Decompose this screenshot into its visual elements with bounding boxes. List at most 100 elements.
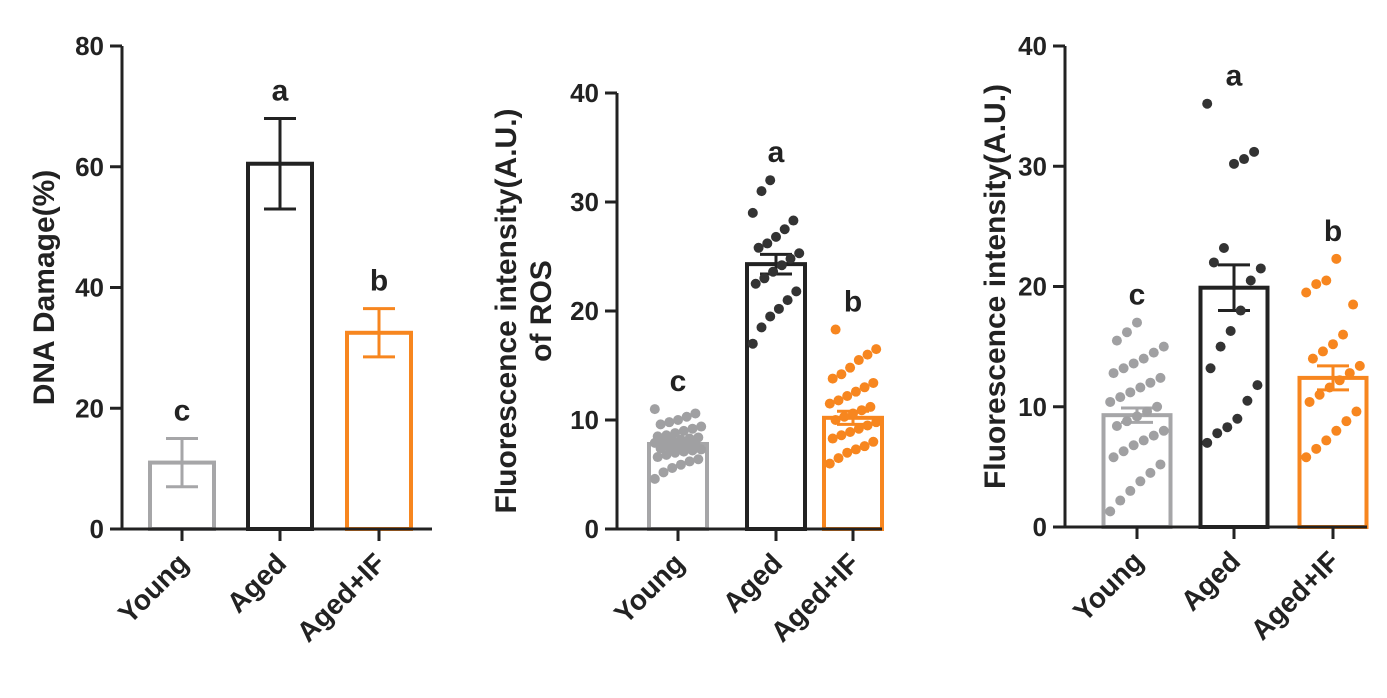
data-point [833, 453, 844, 464]
data-point [655, 419, 666, 430]
data-point [839, 411, 850, 422]
significance-letter: c [174, 394, 191, 427]
significance-letter: b [1324, 215, 1342, 248]
significance-letter: a [768, 136, 785, 169]
data-point [1239, 154, 1250, 165]
y-tick-label: 40 [1018, 31, 1047, 61]
data-point [649, 473, 660, 484]
data-point [678, 425, 689, 436]
data-point [824, 458, 835, 469]
data-point [794, 248, 805, 259]
data-point [1158, 425, 1169, 436]
data-point [670, 428, 681, 439]
data-point [1232, 413, 1243, 424]
data-point [868, 377, 879, 388]
data-point [687, 423, 698, 434]
data-point [1328, 339, 1338, 350]
data-point [1229, 158, 1239, 169]
data-point [771, 231, 781, 242]
significance-letter: a [1226, 60, 1243, 93]
data-point [1118, 446, 1129, 457]
data-point [690, 408, 701, 419]
data-point [1155, 459, 1166, 470]
data-point [1301, 452, 1312, 463]
data-point [1344, 368, 1355, 379]
data-point [1158, 341, 1169, 352]
data-point [759, 273, 770, 284]
y-tick-label: 10 [1018, 392, 1047, 422]
data-point [1311, 279, 1322, 290]
y-tick-label: 0 [90, 514, 104, 544]
data-point [1311, 443, 1322, 454]
y-tick-label: 40 [75, 273, 104, 303]
data-point [1202, 437, 1213, 448]
bar [745, 262, 807, 531]
x-tick-label: Aged [717, 547, 788, 618]
data-point [1218, 243, 1229, 254]
significance-letter: a [272, 74, 289, 107]
data-point [684, 433, 695, 444]
data-point [756, 186, 767, 197]
data-point [830, 324, 841, 335]
data-point [1128, 358, 1139, 369]
data-point [661, 449, 672, 460]
data-point [652, 452, 663, 463]
data-point [1118, 363, 1129, 374]
data-point [1132, 411, 1142, 422]
data-point [853, 423, 864, 434]
data-point [762, 238, 773, 249]
data-point [871, 417, 882, 428]
data-point [675, 459, 686, 470]
x-tick-label: Aged+IF [1245, 545, 1346, 646]
data-point [1121, 327, 1132, 338]
data-point [1111, 335, 1122, 346]
data-point [1202, 98, 1213, 109]
data-point [1301, 287, 1312, 298]
data-point [681, 411, 692, 422]
data-point [747, 338, 758, 349]
data-point [768, 266, 779, 277]
x-tick-label: Young [608, 547, 690, 629]
data-point [1351, 406, 1362, 417]
data-point [1222, 422, 1233, 433]
data-point [1152, 401, 1163, 412]
data-point [1138, 435, 1149, 446]
data-point [776, 260, 787, 271]
data-point [1125, 485, 1136, 496]
y-tick-label: 80 [75, 31, 104, 61]
significance-letter: c [1129, 279, 1146, 312]
data-point [1108, 452, 1119, 463]
data-point [1205, 363, 1216, 374]
data-point [827, 433, 838, 444]
y-tick-label: 0 [585, 514, 599, 544]
data-point [782, 295, 793, 306]
data-point [1225, 325, 1236, 336]
data-point [1132, 317, 1142, 328]
data-point [1341, 416, 1352, 427]
data-point [1255, 263, 1266, 274]
data-point [833, 395, 844, 406]
y-tick-label: 30 [570, 187, 599, 217]
data-point [1115, 392, 1126, 403]
data-point [836, 369, 847, 380]
data-point [1111, 420, 1122, 431]
x-tick-label: Aged [221, 547, 292, 618]
data-point [1148, 430, 1159, 441]
data-point [791, 286, 802, 297]
y-tick-label: 40 [570, 78, 599, 108]
x-tick-label: Aged [1175, 545, 1246, 616]
data-point [836, 430, 847, 441]
data-point [750, 278, 761, 289]
data-point [1334, 375, 1345, 386]
y-tick-label: 0 [1033, 512, 1047, 542]
data-point [859, 382, 870, 393]
bar [345, 330, 413, 531]
data-point [765, 311, 776, 322]
data-point [824, 398, 835, 409]
data-point [684, 456, 695, 467]
data-point [848, 408, 858, 419]
y-axis-label: DNA Damage(%) [28, 170, 61, 406]
data-point [862, 420, 873, 431]
y-tick-label: 20 [75, 393, 104, 423]
